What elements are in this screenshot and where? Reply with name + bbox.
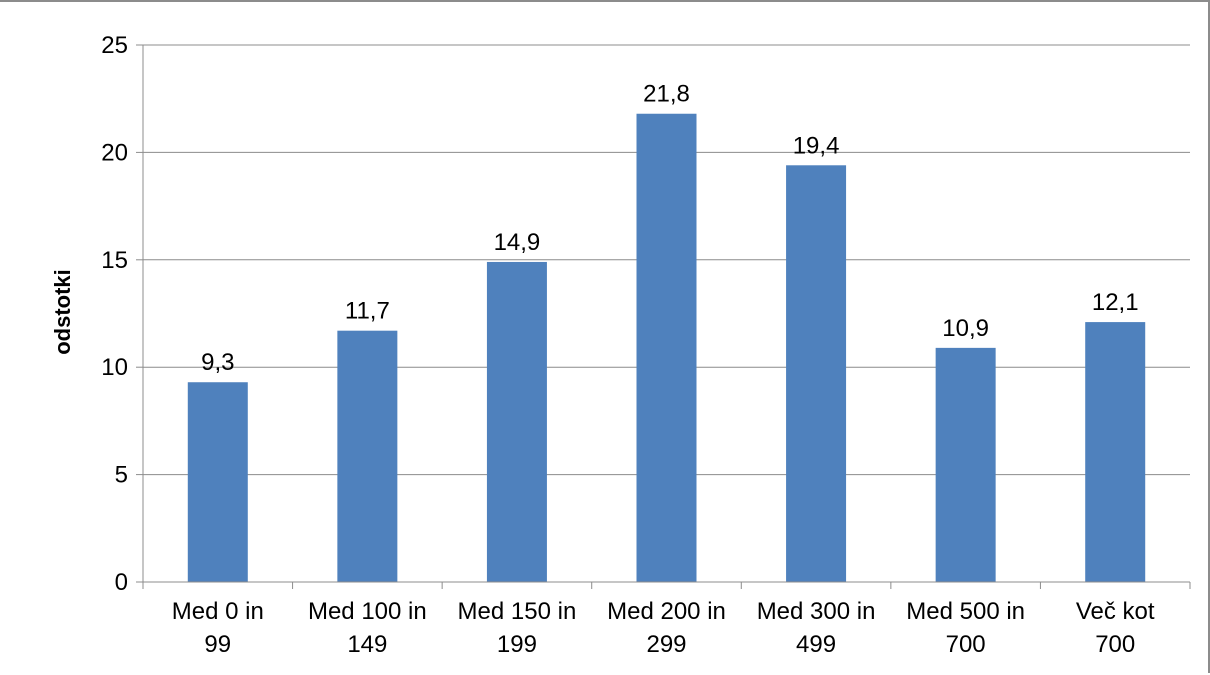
x-tick-label: 149 <box>347 631 387 658</box>
x-tick-label: Med 0 in <box>172 598 264 625</box>
bar <box>337 330 398 582</box>
x-tick-label: 299 <box>646 631 686 658</box>
y-tick-label: 20 <box>101 139 128 166</box>
data-label: 21,8 <box>643 81 690 108</box>
y-axis-title: odstotki <box>50 269 75 355</box>
x-tick-label: 700 <box>1095 631 1135 658</box>
x-tick-label: 99 <box>204 631 231 658</box>
data-label: 12,1 <box>1092 289 1139 316</box>
y-tick-label: 15 <box>101 247 128 274</box>
x-tick-label: Med 200 in <box>607 598 726 625</box>
x-tick-label: Med 100 in <box>308 598 427 625</box>
data-label: 10,9 <box>942 315 989 342</box>
data-label: 9,3 <box>201 349 234 376</box>
bars <box>187 113 1146 583</box>
x-tick-label: 199 <box>497 631 537 658</box>
x-tick-label: Med 150 in <box>458 598 577 625</box>
x-tick-label: Med 500 in <box>906 598 1025 625</box>
data-label: 19,4 <box>793 132 840 159</box>
labels: 0 5 10 15 20 25 9,3 Med 0 in 99 11,7 Med 100 in 149… <box>101 32 1155 658</box>
y-tick-label: 25 <box>101 32 128 59</box>
axes <box>136 44 1191 589</box>
x-tick-label: 700 <box>946 631 986 658</box>
x-tick-label: Med 300 in <box>757 598 876 625</box>
y-tick-label: 0 <box>115 569 128 596</box>
bar <box>187 382 248 582</box>
x-tick-label: Več kot <box>1076 598 1155 625</box>
data-label: 14,9 <box>494 229 541 256</box>
bar <box>786 165 847 582</box>
y-tick-label: 5 <box>115 462 128 489</box>
bar <box>486 261 547 582</box>
data-label: 11,7 <box>345 298 390 325</box>
bar <box>636 113 697 583</box>
x-tick-label: 499 <box>796 631 836 658</box>
bar <box>1085 322 1146 582</box>
bar <box>935 347 996 582</box>
y-tick-label: 10 <box>101 354 128 381</box>
